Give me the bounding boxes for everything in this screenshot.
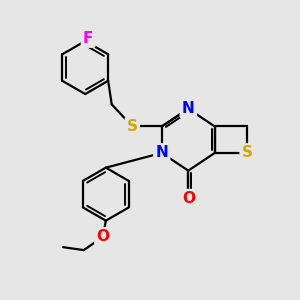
Text: O: O: [96, 230, 110, 244]
Text: N: N: [155, 146, 168, 160]
Text: S: S: [242, 146, 253, 160]
Text: F: F: [83, 31, 93, 46]
Text: O: O: [182, 191, 195, 206]
Text: S: S: [127, 119, 138, 134]
Text: N: N: [182, 101, 195, 116]
